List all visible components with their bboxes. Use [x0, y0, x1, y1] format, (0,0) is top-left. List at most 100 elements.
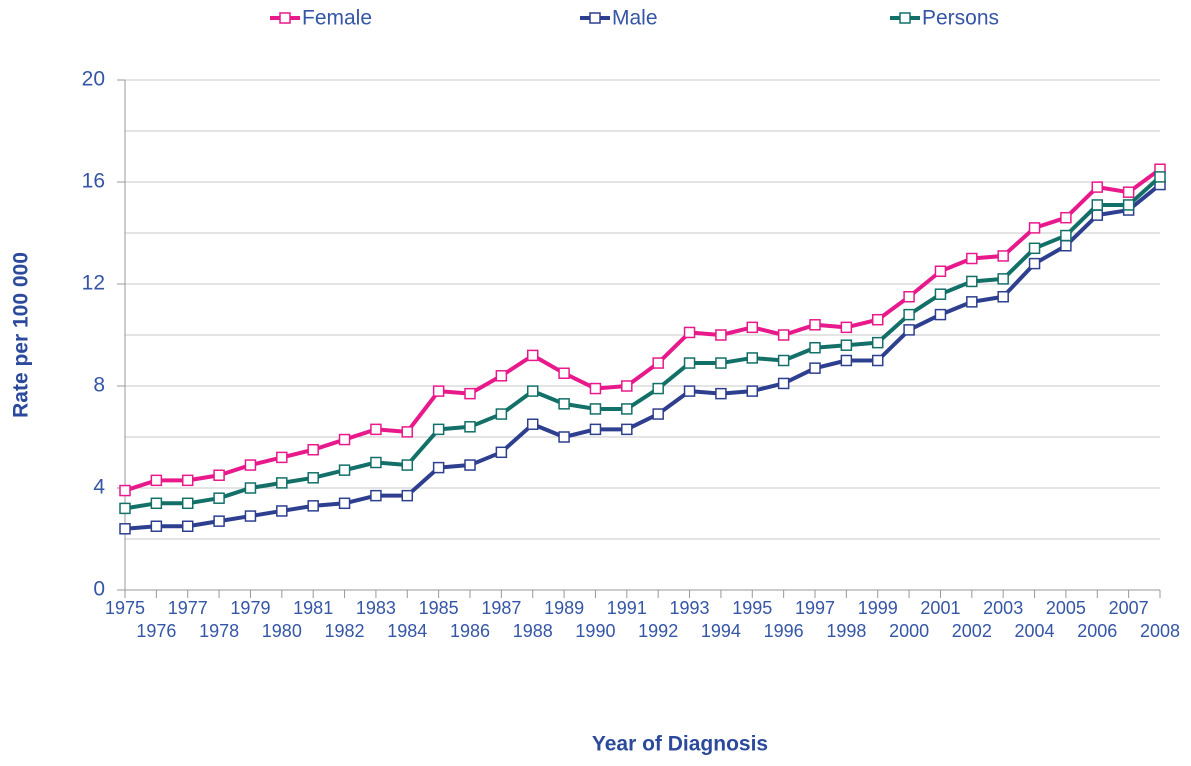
point-marker — [746, 352, 759, 364]
point-marker — [997, 273, 1009, 285]
point-marker — [526, 385, 539, 397]
point-marker — [370, 456, 382, 469]
point-marker — [276, 477, 288, 489]
x-tick-label: 1992 — [638, 621, 678, 641]
point-marker — [119, 523, 131, 535]
point-marker — [652, 382, 664, 395]
point-marker — [871, 313, 884, 326]
point-marker — [401, 489, 414, 502]
point-marker — [777, 354, 790, 367]
point-marker — [715, 357, 727, 369]
x-tick-label: 1995 — [732, 598, 772, 618]
point-marker — [589, 382, 602, 395]
point-marker — [244, 510, 257, 522]
x-tick-label: 1983 — [356, 598, 396, 618]
point-marker — [871, 336, 884, 349]
y-axis-title: Rate per 100 000 — [10, 252, 33, 418]
series-line — [124, 175, 1162, 511]
point-marker — [181, 520, 194, 532]
point-marker — [840, 321, 853, 334]
point-marker — [526, 418, 539, 430]
x-tick-label: 1985 — [419, 598, 459, 618]
point-marker — [464, 387, 476, 400]
point-marker — [558, 367, 570, 379]
point-marker — [181, 474, 194, 487]
point-marker — [338, 497, 351, 510]
point-marker — [683, 357, 696, 369]
x-tick-label: 2004 — [1015, 621, 1055, 641]
point-marker — [244, 459, 257, 471]
point-marker — [1154, 171, 1166, 183]
x-tick-label: 1977 — [168, 598, 208, 618]
point-marker — [526, 349, 539, 362]
point-marker — [119, 484, 131, 497]
x-tick-label: 2000 — [889, 621, 929, 641]
point-marker — [652, 357, 664, 369]
series-line — [124, 182, 1162, 531]
point-marker — [558, 398, 570, 410]
x-tick-label: 1984 — [387, 621, 427, 641]
x-tick-label: 1997 — [795, 598, 835, 618]
x-tick-label: 1975 — [105, 598, 145, 618]
x-tick-label: 1976 — [136, 621, 176, 641]
point-marker — [1060, 240, 1072, 252]
legend-marker — [279, 12, 291, 24]
point-marker — [276, 505, 288, 517]
x-tick-label: 2003 — [983, 598, 1023, 618]
point-marker — [934, 288, 947, 300]
point-marker — [370, 489, 382, 502]
x-tick-label: 1981 — [293, 598, 333, 618]
point-marker — [213, 515, 225, 527]
x-tick-label: 2002 — [952, 621, 992, 641]
point-marker — [1028, 222, 1041, 234]
point-marker — [934, 308, 947, 321]
point-marker — [621, 403, 633, 415]
x-tick-label: 2001 — [920, 598, 960, 618]
y-tick-label: 12 — [82, 272, 105, 295]
point-marker — [401, 459, 414, 471]
x-tick-label: 2007 — [1109, 598, 1149, 618]
point-marker — [307, 444, 319, 456]
point-marker — [746, 321, 759, 334]
legend-marker — [899, 12, 911, 24]
point-marker — [809, 342, 821, 354]
x-tick-label: 1980 — [262, 621, 302, 641]
point-marker — [715, 329, 727, 341]
point-marker — [1091, 199, 1104, 211]
point-marker — [589, 403, 602, 415]
series-line — [124, 167, 1162, 493]
point-marker — [150, 497, 163, 510]
y-tick-label: 4 — [93, 476, 105, 499]
x-tick-label: 1998 — [826, 621, 866, 641]
x-tick-label: 1986 — [450, 621, 490, 641]
x-tick-label: 1982 — [325, 621, 365, 641]
point-marker — [1091, 209, 1104, 221]
point-marker — [338, 464, 351, 476]
x-tick-label: 2006 — [1077, 621, 1117, 641]
point-marker — [495, 370, 508, 382]
point-marker — [495, 446, 508, 459]
point-marker — [495, 408, 508, 420]
y-tick-label: 16 — [82, 170, 105, 193]
legend-marker — [589, 12, 601, 24]
x-tick-label: 1996 — [764, 621, 804, 641]
point-marker — [432, 461, 445, 474]
point-marker — [432, 423, 445, 436]
point-marker — [652, 408, 664, 420]
point-marker — [1091, 181, 1104, 193]
x-tick-label: 1988 — [513, 621, 553, 641]
point-marker — [621, 423, 633, 436]
x-tick-label: 1994 — [701, 621, 741, 641]
point-marker — [1028, 242, 1041, 255]
x-tick-label: 1999 — [858, 598, 898, 618]
point-marker — [213, 469, 225, 481]
point-marker — [150, 474, 163, 487]
point-marker — [213, 492, 225, 504]
point-marker — [777, 329, 790, 341]
point-marker — [903, 324, 915, 336]
x-tick-label: 1990 — [575, 621, 615, 641]
x-tick-label: 1979 — [230, 598, 270, 618]
point-marker — [307, 500, 319, 512]
point-marker — [746, 385, 759, 397]
